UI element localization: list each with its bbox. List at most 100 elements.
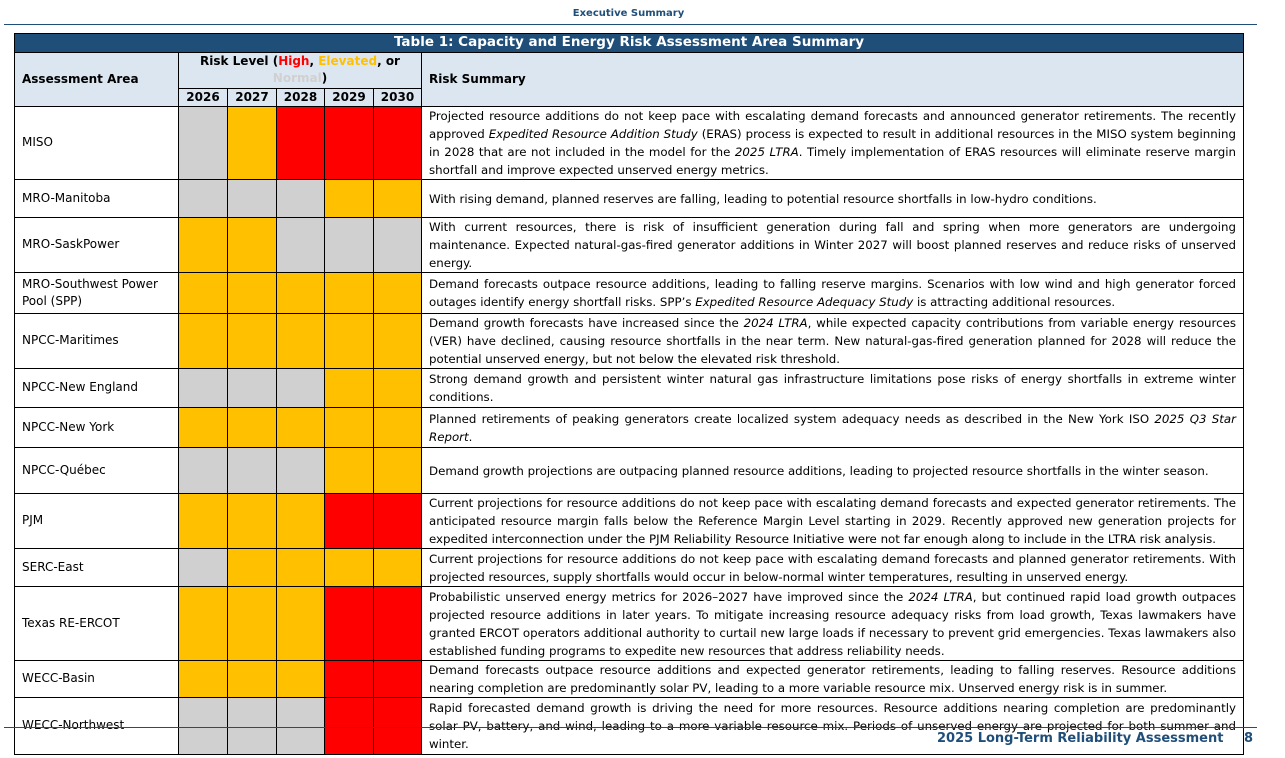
summary-text: . Timely implementation of ERAS resource… xyxy=(429,145,1236,177)
legend-sep: , xyxy=(309,53,319,68)
risk-summary: Strong demand growth and persistent wint… xyxy=(421,368,1244,408)
summary-text: Probabilistic unserved energy metrics fo… xyxy=(429,589,909,604)
risk-cell xyxy=(227,217,277,273)
risk-cell xyxy=(276,548,325,587)
risk-legend: Risk Level (High, Elevated, or Normal) xyxy=(178,51,422,89)
risk-cell xyxy=(324,660,374,698)
risk-summary: Projected resource additions do not keep… xyxy=(421,106,1244,180)
risk-cell xyxy=(276,272,325,314)
risk-cell xyxy=(227,368,277,408)
summary-text: Current projections for resource additio… xyxy=(429,496,1236,546)
rule xyxy=(4,24,1257,25)
risk-cell xyxy=(373,407,422,448)
risk-cell xyxy=(373,548,422,587)
page-number: 8 xyxy=(1244,731,1254,746)
area-name: NPCC-Maritimes xyxy=(14,313,179,369)
area-name: NPCC-New York xyxy=(14,407,179,448)
data-row: WECC-Northwest Rapid forecasted demand gr… xyxy=(14,697,1244,755)
risk-cell xyxy=(373,179,422,218)
risk-cell xyxy=(324,493,374,549)
summary-text: . xyxy=(468,429,473,444)
data-row: MRO-SaskPower With current resources, the… xyxy=(14,217,1244,273)
data-row: NPCC-Québec Demand growth projections are… xyxy=(14,447,1244,494)
risk-cell xyxy=(276,660,325,698)
risk-cell xyxy=(227,272,277,314)
risk-cell xyxy=(373,217,422,273)
year: 2028 xyxy=(276,87,325,107)
legend-level: Elevated xyxy=(318,53,378,68)
risk-cell xyxy=(324,217,374,273)
data-row: NPCC-New England Strong demand growth and… xyxy=(14,368,1244,408)
risk-cell xyxy=(178,313,228,369)
summary-text: Expedited Resource Adequacy Study xyxy=(695,295,914,309)
risk-summary: Rapid forecasted demand growth is drivin… xyxy=(421,697,1244,755)
summary-text: Demand growth forecasts have increased s… xyxy=(429,316,744,330)
data-row: MRO-Southwest Power Pool (SPP) Demand for… xyxy=(14,272,1244,314)
risk-cell xyxy=(178,368,228,408)
risk-summary: With rising demand, planned reserves are… xyxy=(421,179,1244,218)
year: 2029 xyxy=(324,87,374,107)
legend-open: Risk Level ( xyxy=(200,53,279,68)
risk-cell xyxy=(227,660,277,698)
rule xyxy=(4,727,1257,728)
risk-cell xyxy=(276,407,325,448)
risk-cell xyxy=(373,660,422,698)
summary-text: (ERAS) process is expected to result in … xyxy=(429,127,1236,159)
risk-cell xyxy=(324,586,374,661)
legend-level: High xyxy=(278,53,310,68)
risk-cell xyxy=(373,368,422,408)
footer-title: 2025 Long-Term Reliability Assessment xyxy=(937,731,1224,746)
risk-summary: With current resources, there is risk of… xyxy=(421,217,1244,273)
year: 2027 xyxy=(227,87,277,107)
risk-cell xyxy=(276,106,325,180)
risk-cell xyxy=(276,368,325,408)
risk-cell xyxy=(276,447,325,494)
legend-sep: , or xyxy=(377,53,400,68)
area-name: Texas RE-ERCOT xyxy=(14,586,179,661)
risk-cell xyxy=(324,548,374,587)
risk-summary: Current projections for resource additio… xyxy=(421,493,1244,549)
risk-cell xyxy=(227,407,277,448)
risk-cell xyxy=(324,313,374,369)
area-name: WECC-Basin xyxy=(14,660,179,698)
summary-text: 2024 LTRA xyxy=(743,316,808,330)
risk-summary: Demand forecasts outpace resource additi… xyxy=(421,272,1244,314)
summary-text: Strong demand growth and persistent wint… xyxy=(429,372,1236,404)
risk-cell xyxy=(324,179,374,218)
header-area: Assessment Area xyxy=(14,51,179,107)
risk-cell xyxy=(324,697,374,755)
year-row: 2026 2027 2028 2029 2030 xyxy=(15,87,1244,107)
risk-cell xyxy=(324,407,374,448)
risk-cell xyxy=(227,313,277,369)
summary-text: 2025 Q3 Star Report xyxy=(429,411,1236,444)
area-name: PJM xyxy=(14,493,179,549)
summary-text: , while expected capacity contributions … xyxy=(429,316,1236,366)
table-title: Table 1: Capacity and Energy Risk Assess… xyxy=(14,33,1244,53)
year: 2026 xyxy=(178,87,228,107)
summary-text: Planned retirements of peaking generator… xyxy=(429,411,1155,426)
summary-text: 2025 LTRA xyxy=(734,145,799,159)
risk-cell xyxy=(178,217,228,273)
legend-close: ) xyxy=(321,71,328,85)
summary-text: , but continued rapid load growth outpac… xyxy=(429,589,1236,658)
data-row: NPCC-Maritimes Demand growth forecasts ha… xyxy=(14,313,1244,369)
summary-text: Demand forecasts outpace resource additi… xyxy=(429,277,1236,309)
section-header: Executive Summary xyxy=(572,8,685,19)
risk-cell xyxy=(178,697,228,755)
area-name: SERC-East xyxy=(14,548,179,587)
risk-cell xyxy=(276,697,325,755)
risk-cell xyxy=(373,493,422,549)
risk-cell xyxy=(227,586,277,661)
risk-cell xyxy=(178,272,228,314)
summary-text: With rising demand, planned reserves are… xyxy=(429,191,1097,206)
risk-cell xyxy=(227,447,277,494)
risk-cell xyxy=(276,313,325,369)
risk-cell xyxy=(276,217,325,273)
area-name: MRO-SaskPower xyxy=(14,217,179,273)
risk-summary: Probabilistic unserved energy metrics fo… xyxy=(421,586,1244,661)
risk-cell xyxy=(276,179,325,218)
title-row: Table 1: Capacity and Energy Risk Assess… xyxy=(14,33,1244,53)
summary-text: With current resources, there is risk of… xyxy=(429,220,1236,270)
header-summary: Risk Summary xyxy=(421,51,1244,107)
